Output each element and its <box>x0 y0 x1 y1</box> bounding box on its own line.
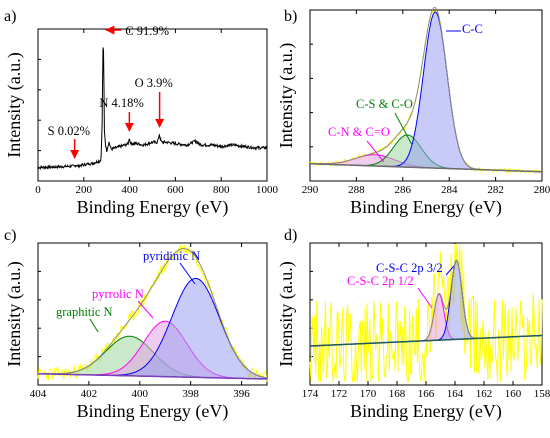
axis-frame <box>309 9 543 182</box>
panel-label: a) <box>4 8 16 25</box>
peak-magenta <box>310 293 543 347</box>
panel-label: b) <box>284 8 297 25</box>
annotation-label: C-S & C-O <box>356 97 413 111</box>
panel-a: a) 0 200 400 600 800 1000 Binding Energy (eV) In… <box>4 8 279 218</box>
x-tick-label: 282 <box>487 184 504 196</box>
panel-b: b) 290 288 286 284 282 280 Binding Energy (eV) I… <box>276 6 550 218</box>
annotation-label: graphitic N <box>56 305 113 319</box>
x-tick-label: 0 <box>35 184 41 196</box>
x-tick-label: 162 <box>476 388 493 400</box>
x-axis-label: Binding Energy (eV) <box>350 197 502 218</box>
survey-spectrum-line <box>37 47 268 171</box>
x-tick-label: 396 <box>233 388 250 400</box>
x-tick-label: 800 <box>213 184 230 196</box>
x-axis-label: Binding Energy (eV) <box>350 401 502 422</box>
peak-blue <box>309 11 543 173</box>
x-tick-label: 1000 <box>256 184 279 196</box>
annotation-leader <box>394 112 413 146</box>
annotation-label: pyridinic N <box>143 249 200 263</box>
baseline <box>309 162 543 173</box>
x-tick-label: 286 <box>395 184 412 196</box>
x-tick-label: 398 <box>182 388 199 400</box>
annotation-label: pyrrolic N <box>92 287 144 301</box>
annotation-label: C-S-C 2p 3/2 <box>376 261 443 275</box>
x-tick-label: 200 <box>76 184 93 196</box>
raw-spectrum-line <box>309 243 543 383</box>
x-tick-label: 164 <box>447 388 464 400</box>
annotation-leader <box>366 140 385 163</box>
annotation-label: C 91.9% <box>125 24 169 38</box>
annotation-label: C-S-C 2p 1/2 <box>347 274 414 288</box>
x-tick-label: 400 <box>121 184 138 196</box>
y-axis-label: Intensity (a.u.) <box>276 43 297 148</box>
y-axis-label: Intensity (a.u.) <box>276 261 297 366</box>
annotation-label: C-N & C=O <box>328 125 390 139</box>
annotation-leader <box>445 265 455 276</box>
x-tick-label: 174 <box>302 388 319 400</box>
x-tick-label: 402 <box>81 388 98 400</box>
x-axis-label: Binding Energy (eV) <box>77 197 229 218</box>
panel-label: c) <box>4 227 16 244</box>
x-tick-label: 158 <box>534 388 550 400</box>
x-tick-label: 166 <box>418 388 435 400</box>
panel-label: d) <box>284 227 297 244</box>
baseline <box>309 334 543 347</box>
x-tick-label: 280 <box>534 184 550 196</box>
axis-frame <box>37 28 268 182</box>
annotation-leader <box>179 262 196 285</box>
x-tick-label: 160 <box>505 388 522 400</box>
x-tick-label: 404 <box>30 388 47 400</box>
x-tick-label: 290 <box>302 184 319 196</box>
annotation-label: N 4.18% <box>99 96 143 110</box>
peak-blue <box>38 277 268 380</box>
x-tick-label: 172 <box>331 388 348 400</box>
x-tick-label: 288 <box>348 184 365 196</box>
annotation-label: O 3.9% <box>135 76 173 90</box>
annotation-leader <box>89 318 99 333</box>
x-tick-label: 400 <box>132 388 149 400</box>
envelope-line <box>38 248 268 379</box>
annotation-label: S 0.02% <box>48 124 90 138</box>
panel-d: d) 174 172 170 168 166 164 162 160 158 Binding Ene… <box>276 227 550 422</box>
x-tick-label: 168 <box>389 388 406 400</box>
annotation-label: C-C <box>462 22 483 36</box>
annotation-leader <box>137 300 154 319</box>
panel-c: c) 404 402 400 398 396 Binding Energy (eV) Inte… <box>4 227 268 422</box>
annotation-leader <box>417 287 433 309</box>
y-axis-label: Intensity (a.u.) <box>4 261 25 366</box>
x-tick-label: 284 <box>441 184 458 196</box>
y-axis-label: Intensity (a.u.) <box>4 52 25 157</box>
axis-frame <box>37 242 268 386</box>
x-tick-label: 600 <box>167 184 184 196</box>
x-tick-label: 170 <box>360 388 377 400</box>
x-axis-label: Binding Energy (eV) <box>77 401 229 422</box>
baseline <box>37 372 268 380</box>
